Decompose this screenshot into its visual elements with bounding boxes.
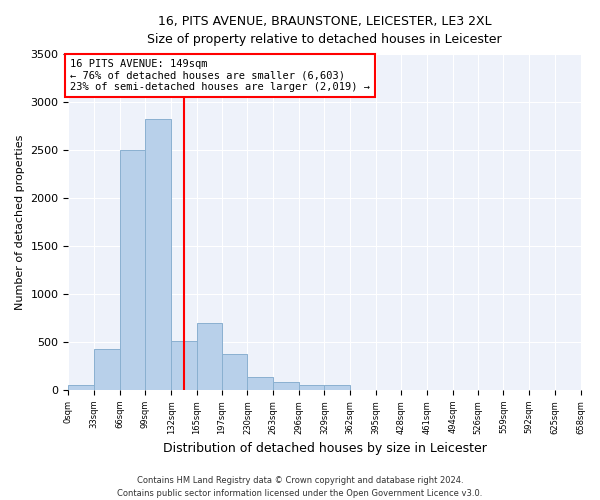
Bar: [94, 349, 120, 390]
Bar: [171, 341, 197, 390]
X-axis label: Distribution of detached houses by size in Leicester: Distribution of detached houses by size …: [163, 442, 487, 455]
Bar: [299, 386, 325, 390]
Title: 16, PITS AVENUE, BRAUNSTONE, LEICESTER, LE3 2XL
Size of property relative to det: 16, PITS AVENUE, BRAUNSTONE, LEICESTER, …: [147, 15, 502, 46]
Bar: [273, 382, 299, 390]
Bar: [145, 120, 171, 390]
Bar: [222, 354, 247, 390]
Bar: [68, 386, 94, 390]
Bar: [325, 385, 350, 390]
Text: 16 PITS AVENUE: 149sqm
← 76% of detached houses are smaller (6,603)
23% of semi-: 16 PITS AVENUE: 149sqm ← 76% of detached…: [70, 59, 370, 92]
Bar: [247, 376, 273, 390]
Y-axis label: Number of detached properties: Number of detached properties: [15, 134, 25, 310]
Bar: [120, 150, 145, 390]
Text: Contains HM Land Registry data © Crown copyright and database right 2024.
Contai: Contains HM Land Registry data © Crown c…: [118, 476, 482, 498]
Bar: [197, 323, 222, 390]
